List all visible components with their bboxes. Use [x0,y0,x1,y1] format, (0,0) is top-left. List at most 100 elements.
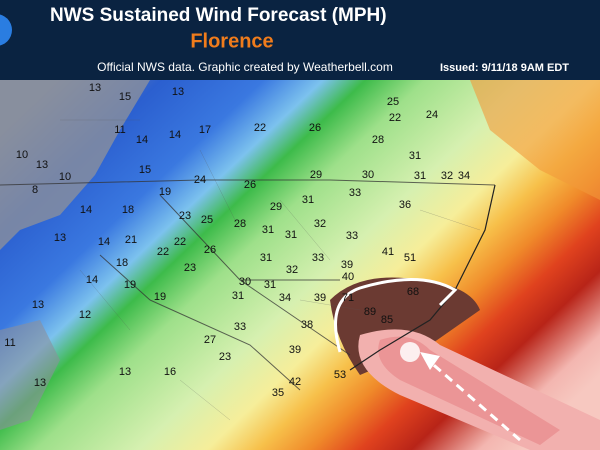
wind-speed-label: 31 [285,229,297,241]
wind-speed-label: 12 [79,309,91,321]
wind-speed-label: 42 [289,376,301,388]
wind-speed-label: 26 [309,122,321,134]
wind-speed-label: 24 [426,109,438,121]
wind-speed-label: 11 [4,337,15,349]
wind-speed-label: 32 [286,264,298,276]
wind-speed-label: 19 [154,291,166,303]
wind-speed-label: 31 [414,170,426,182]
wind-speed-label: 51 [404,252,416,264]
wind-speed-label: 68 [407,286,419,298]
wind-speed-label: 33 [349,187,361,199]
wind-speed-label: 33 [312,252,324,264]
wind-speed-label: 36 [399,199,411,211]
wind-speed-label: 18 [116,257,128,269]
wind-speed-label: 14 [136,134,148,146]
wind-speed-label: 40 [342,271,354,283]
county-lines [60,119,481,421]
wind-speed-label: 39 [314,292,326,304]
wind-speed-label: 31 [264,279,276,291]
wind-speed-label: 53 [334,369,346,381]
issued: Issued: 9/11/18 9AM EDT [440,62,569,74]
credit: Official NWS data. Graphic created by We… [97,60,393,74]
wind-speed-label: 25 [387,96,399,108]
wind-speed-label: 23 [179,210,191,222]
wind-speed-label: 13 [32,299,44,311]
wind-speed-label: 22 [157,246,169,258]
wind-speed-label: 10 [16,149,28,161]
wind-speed-label: 32 [441,170,453,182]
wind-speed-label: 13 [34,377,46,389]
wind-speed-label: 31 [302,194,314,206]
state-border [0,179,496,391]
wind-speed-label: 13 [119,366,131,378]
wind-speed-label: 13 [36,159,48,171]
wind-speed-label: 30 [239,276,251,288]
wind-speed-label: 85 [381,314,393,326]
wind-speed-label: 19 [124,279,136,291]
wind-speed-label: 13 [89,82,101,94]
logo [0,14,12,46]
storm-center [400,342,420,362]
wind-speed-label: 31 [232,290,244,302]
wind-speed-label: 33 [234,321,246,333]
wind-speed-label: 14 [98,236,110,248]
wind-speed-label: 89 [364,306,376,318]
wind-speed-label: 17 [199,124,211,136]
wind-speed-label: 27 [204,334,216,346]
wind-speed-label: 38 [301,319,313,331]
wind-speed-label: 21 [125,234,137,246]
map: 13 15 13 11 14 14 17 22 26 22 25 24 28 10 13 10 15 31 29 30… [0,80,600,450]
title: NWS Sustained Wind Forecast (MPH) [50,5,387,26]
wind-speed-label: 35 [272,387,284,399]
wind-speed-label: 14 [86,274,98,286]
wind-speed-label: 33 [346,230,358,242]
storm-name: Florence [190,30,273,52]
wind-speed-label: 28 [372,134,384,146]
wind-speed-label: 29 [310,169,322,181]
wind-speed-label: 13 [54,232,66,244]
storm-track [427,358,521,442]
wind-speed-label: 22 [174,236,186,248]
wind-speed-label: 14 [80,204,92,216]
wind-speed-label: 29 [270,201,282,213]
wind-speed-label: 39 [289,344,301,356]
header: NWS Sustained Wind Forecast (MPH) Floren… [0,0,600,80]
wind-speed-label: 26 [204,244,216,256]
wind-speed-label: 22 [389,112,401,124]
low-wind-area [0,80,150,250]
wind-speed-label: 26 [244,179,256,191]
wind-speed-label: 22 [254,122,266,134]
wind-speed-label: 10 [59,171,71,183]
wind-speed-label: 19 [159,186,171,198]
wind-speed-label: 15 [139,164,151,176]
warning-outline [334,277,458,353]
wind-speed-label: 15 [119,91,131,103]
wind-speed-label: 32 [314,218,326,230]
wind-speed-label: 31 [262,224,274,236]
track-arrow [420,352,440,370]
wind-speed-label: 31 [260,252,272,264]
wind-speed-label: 34 [458,170,470,182]
wind-speed-label: 71 [342,292,354,304]
wind-speed-label: 23 [219,351,231,363]
wind-labels: 13 15 13 11 14 14 17 22 26 22 25 24 28 10 13 10 15 31 29 30… [4,82,470,399]
wind-speed-label: 34 [279,292,291,304]
wind-speed-label: 8 [32,184,38,196]
wind-speed-label: 14 [169,129,181,141]
wind-speed-label: 16 [164,366,176,378]
wind-speed-label: 39 [341,259,353,271]
wind-speed-label: 24 [194,174,206,186]
wind-speed-label: 23 [184,262,196,274]
wind-speed-label: 41 [382,246,394,258]
wind-speed-label: 11 [114,124,125,136]
wind-speed-label: 25 [201,214,213,226]
wind-speed-label: 30 [362,169,374,181]
wind-speed-label: 28 [234,218,246,230]
hurricane-band [378,336,560,445]
low-wind-area [0,320,60,430]
wind-band [470,80,600,200]
wind-speed-label: 31 [409,150,421,162]
wind-speed-label: 18 [122,204,134,216]
